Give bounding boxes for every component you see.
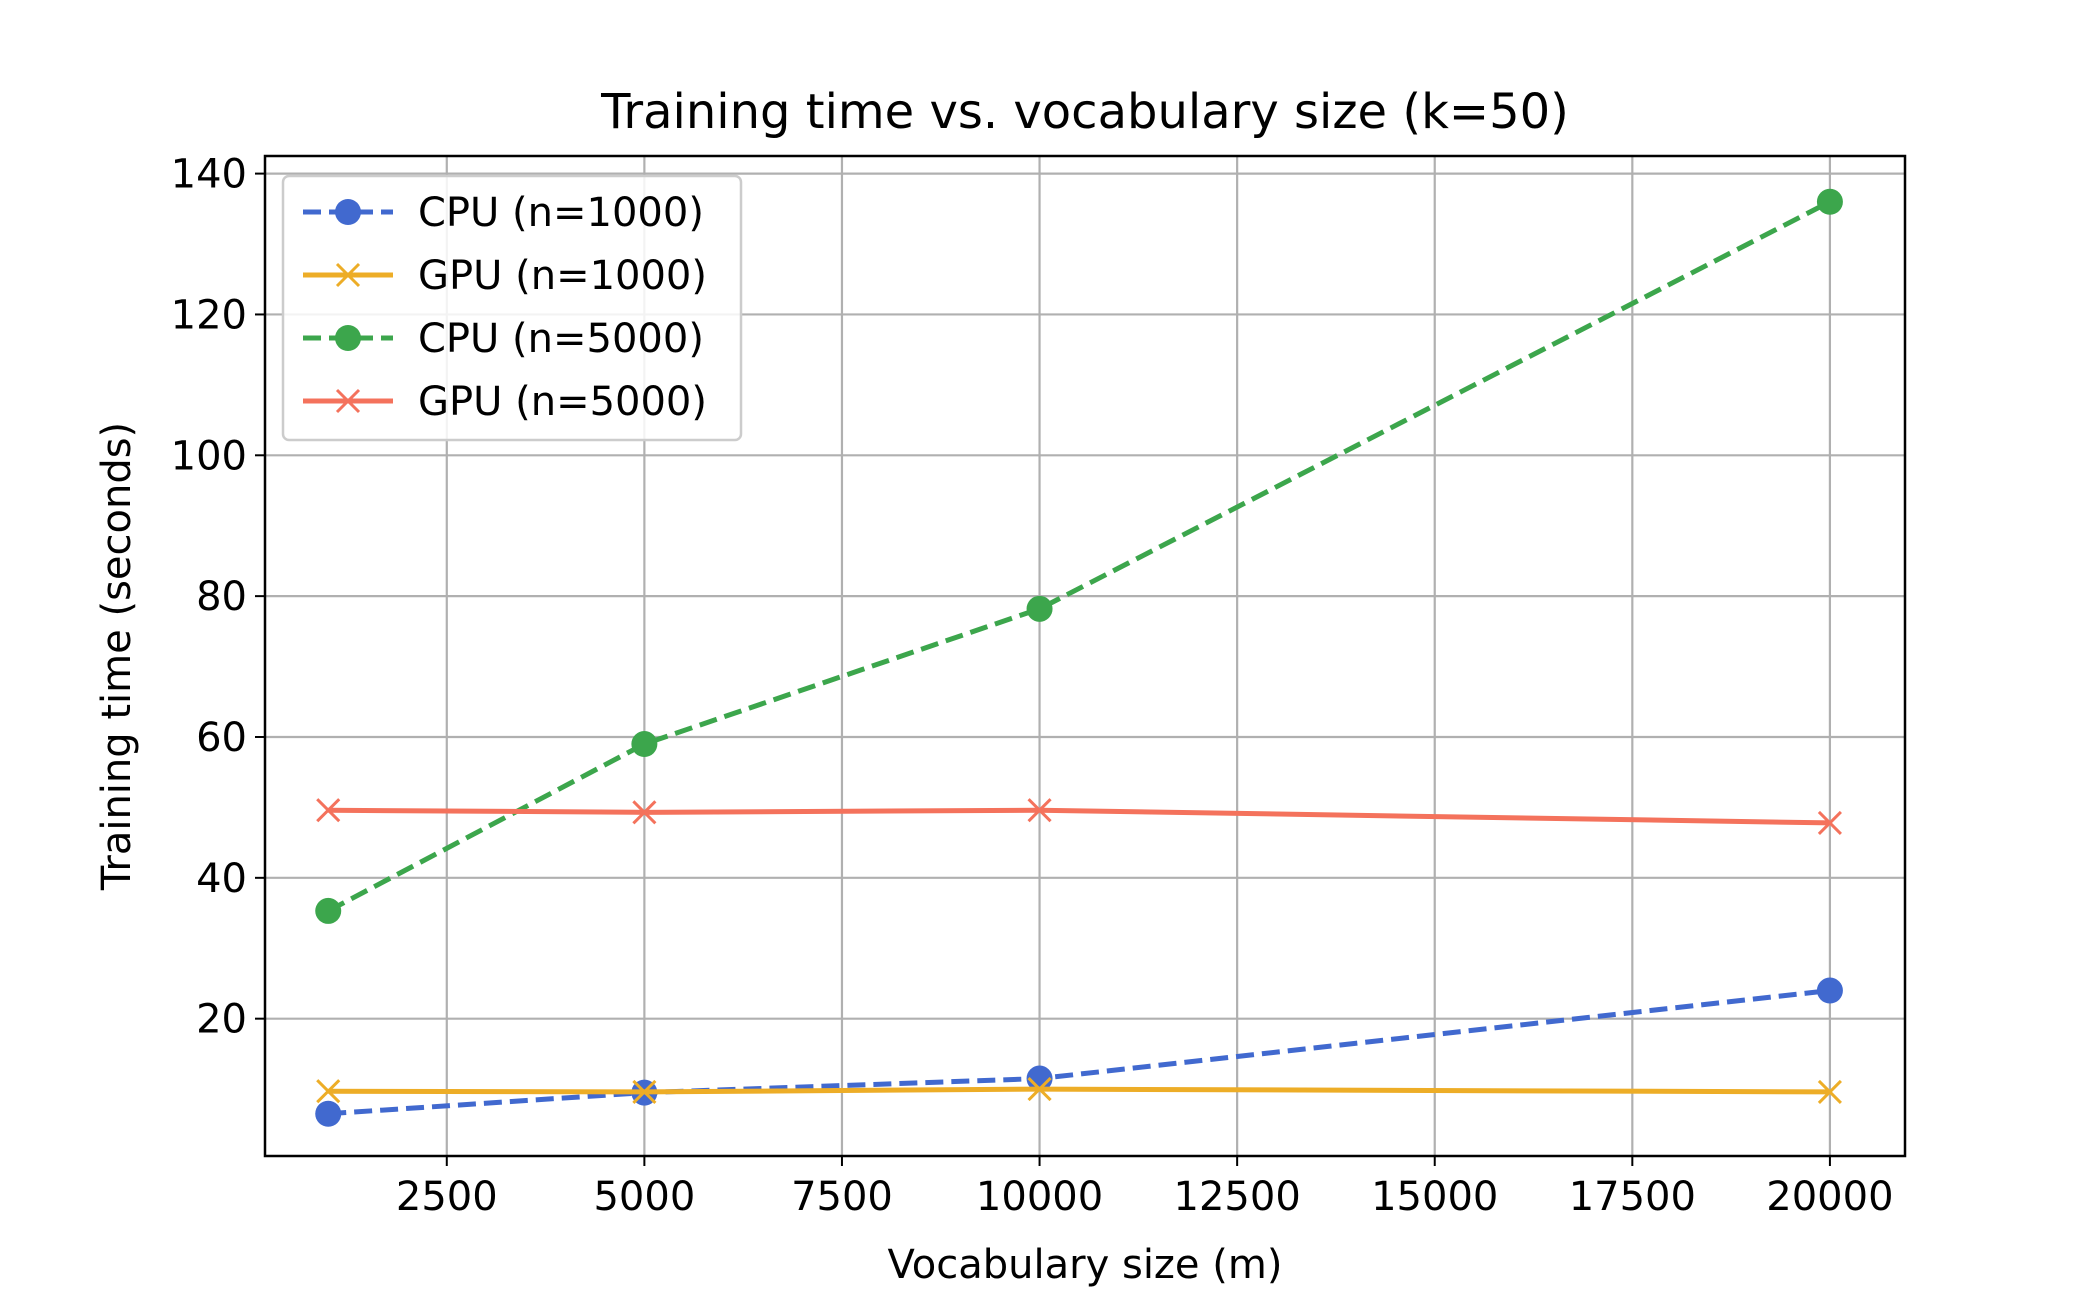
data-point <box>1817 810 1842 835</box>
legend-marker <box>335 199 361 225</box>
legend-marker <box>335 388 361 414</box>
series-line <box>328 988 1831 1117</box>
data-point <box>1026 1065 1053 1092</box>
data-point <box>315 1100 342 1127</box>
data-point <box>316 798 341 823</box>
y-tick-label: 80 <box>196 574 247 620</box>
series-lines <box>315 188 1843 1127</box>
x-tick-label: 15000 <box>1371 1174 1498 1220</box>
legend-item: GPU (n=1000) <box>303 253 707 299</box>
legend-item: CPU (n=1000) <box>303 190 704 236</box>
y-tick-label: 40 <box>196 856 247 902</box>
y-tick-label: 140 <box>171 152 247 198</box>
data-point <box>632 1079 657 1104</box>
x-tick-label: 17500 <box>1569 1174 1696 1220</box>
data-point <box>1817 1079 1842 1104</box>
series-line <box>328 807 1830 826</box>
x-axis-label: Vocabulary size (m) <box>888 1242 1283 1288</box>
data-point <box>1027 798 1052 823</box>
data-point <box>316 1079 341 1104</box>
x-tick-label: 12500 <box>1174 1174 1301 1220</box>
legend-item: CPU (n=5000) <box>303 316 704 362</box>
series-cpu-n-1000 <box>315 977 1843 1127</box>
chart-title: Training time vs. vocabulary size (k=50) <box>600 84 1569 140</box>
series-gpu-n-1000 <box>316 1077 1842 1104</box>
x-tick-label: 7500 <box>791 1174 893 1220</box>
data-point <box>1816 977 1843 1004</box>
grid <box>265 156 1905 1156</box>
series-line <box>328 1086 1830 1095</box>
series-gpu-n-5000 <box>316 798 1842 835</box>
legend-label: GPU (n=1000) <box>418 253 707 299</box>
legend-label: CPU (n=1000) <box>418 190 704 236</box>
plot-frame <box>263 154 1907 1158</box>
legend-marker <box>335 325 361 351</box>
y-tick-label: 60 <box>196 715 247 761</box>
y-axis-label: Training time (seconds) <box>94 422 140 891</box>
legend-marker <box>335 262 361 288</box>
y-tick-label: 120 <box>171 292 247 338</box>
series-cpu-n-5000 <box>315 188 1843 924</box>
data-point <box>315 897 342 924</box>
data-point <box>1026 595 1053 622</box>
data-point <box>632 800 657 825</box>
x-tick-label: 2500 <box>396 1174 498 1220</box>
data-point <box>1027 1077 1052 1102</box>
data-point <box>1816 188 1843 215</box>
axis-ticks: 2500 5000 7500 10000 12500 15000 17500 20000 20 4… <box>171 152 1894 1220</box>
x-tick-label: 10000 <box>976 1174 1103 1220</box>
legend-label: GPU (n=5000) <box>418 379 707 425</box>
legend-box <box>281 174 743 442</box>
legend: CPU (n=1000) GPU (n=1000) CPU (n=5000) GPU … <box>281 174 743 442</box>
legend-label: CPU (n=5000) <box>418 316 704 362</box>
data-point <box>631 731 658 758</box>
x-tick-label: 5000 <box>593 1174 695 1220</box>
legend-item: GPU (n=5000) <box>303 379 707 425</box>
x-tick-label: 20000 <box>1766 1174 1893 1220</box>
y-tick-label: 100 <box>171 433 247 479</box>
y-tick-label: 20 <box>196 997 247 1043</box>
